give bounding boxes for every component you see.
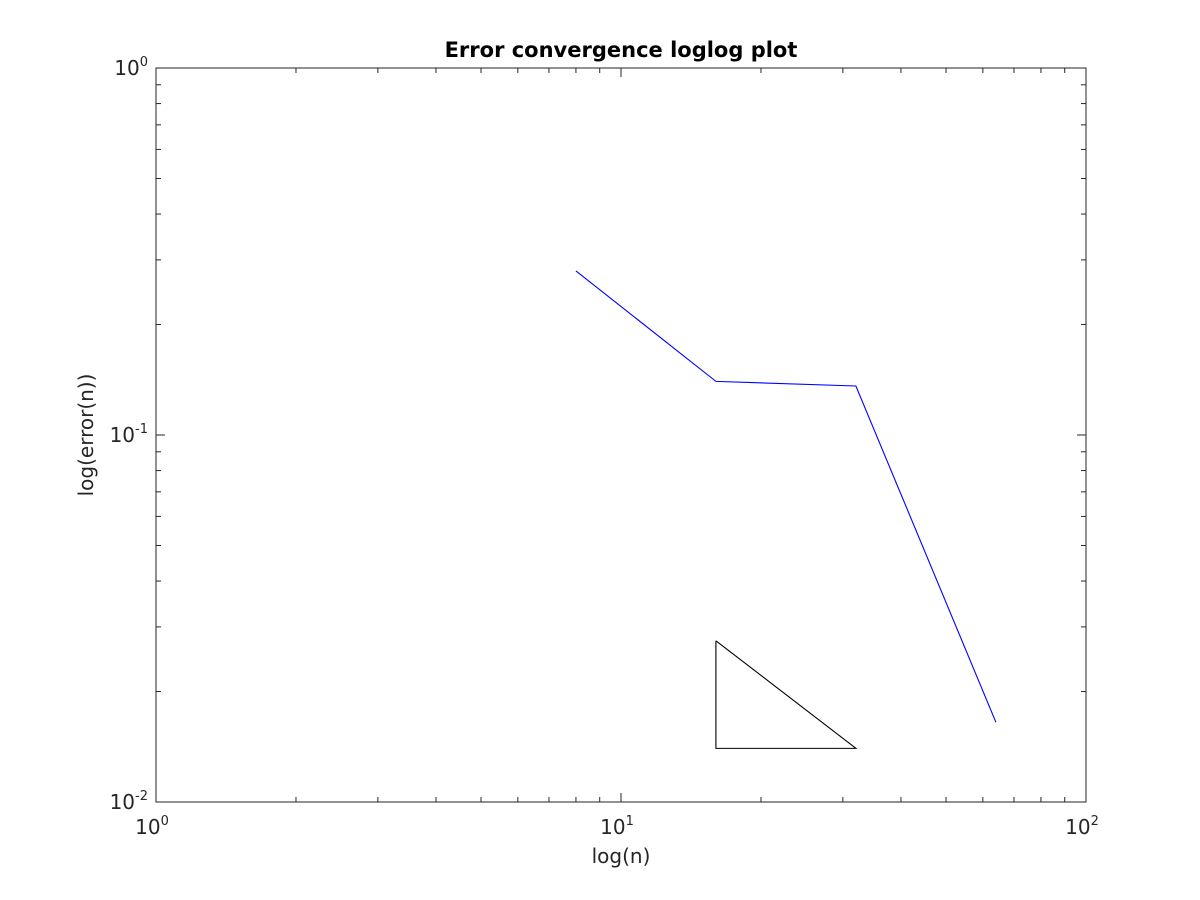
y-axis-label: log(error(n))	[74, 374, 98, 497]
x-tick-label: 101	[600, 814, 634, 839]
tick-labels: 100 101 102 10-2 10-1 100	[110, 55, 1099, 839]
y-tick-label: 10-1	[110, 422, 148, 447]
y-tick-label: 100	[114, 55, 148, 80]
chart-title: Error convergence loglog plot	[445, 38, 798, 62]
x-tick-label: 102	[1065, 814, 1099, 839]
series-line-2	[715, 640, 858, 749]
axes-box	[155, 67, 1087, 803]
series-line-1	[575, 270, 997, 723]
y-tick-label: 10-2	[110, 789, 148, 814]
series-layer	[575, 270, 997, 749]
x-axis-label: log(n)	[592, 844, 651, 868]
x-tick-label: 100	[135, 814, 169, 839]
plot-area	[156, 68, 1086, 802]
